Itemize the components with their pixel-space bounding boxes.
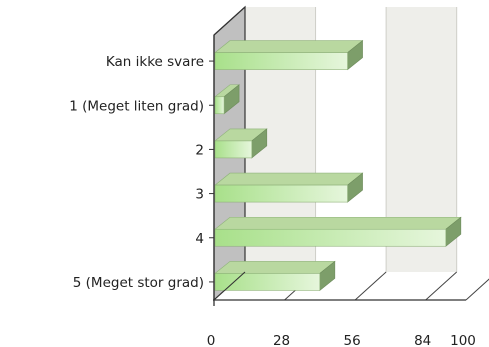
x-tick-label: 100 — [450, 333, 476, 347]
chart-bars — [214, 39, 462, 292]
bar-front-face — [214, 96, 225, 115]
bar-top-face — [214, 172, 364, 186]
gridline-floor — [465, 278, 489, 301]
category-label: 5 (Meget stor grad) — [73, 275, 204, 291]
category-label: 4 — [195, 231, 204, 247]
wall-top-edge — [213, 6, 246, 36]
back-wall-band — [456, 7, 489, 272]
bar-front-face — [214, 273, 321, 291]
x-tick-label: 28 — [273, 333, 290, 347]
gridline-floor — [354, 271, 387, 301]
bar — [214, 128, 268, 159]
category-label: 1 (Meget liten grad) — [69, 98, 204, 114]
bar-top-face — [214, 40, 364, 53]
x-tick-labels: 0 28 56 84 100 — [207, 333, 476, 347]
x-tick-label: 56 — [344, 333, 361, 347]
bar-front-face — [214, 140, 253, 159]
bar — [214, 260, 336, 292]
bar-front-face — [214, 228, 447, 247]
bar — [214, 84, 240, 115]
chart-axes — [209, 6, 466, 306]
category-label: 3 — [195, 187, 204, 203]
gridline-floor — [425, 271, 458, 301]
floor-edge — [213, 271, 246, 301]
x-tick-label: 84 — [414, 333, 431, 347]
bar-front-face — [214, 52, 348, 70]
category-labels: Kan ikke svare 1 (Meget liten grad) 2 3 4 5 (… — [69, 54, 204, 291]
bar-top-face — [214, 261, 336, 274]
bar — [214, 216, 462, 247]
category-label: 2 — [195, 142, 204, 158]
bar — [214, 39, 364, 71]
bar-top-face — [214, 216, 462, 230]
category-label: Kan ikke svare — [106, 54, 204, 70]
bar — [214, 172, 364, 203]
bar-front-face — [214, 184, 348, 203]
x-tick-label: 0 — [207, 333, 216, 347]
